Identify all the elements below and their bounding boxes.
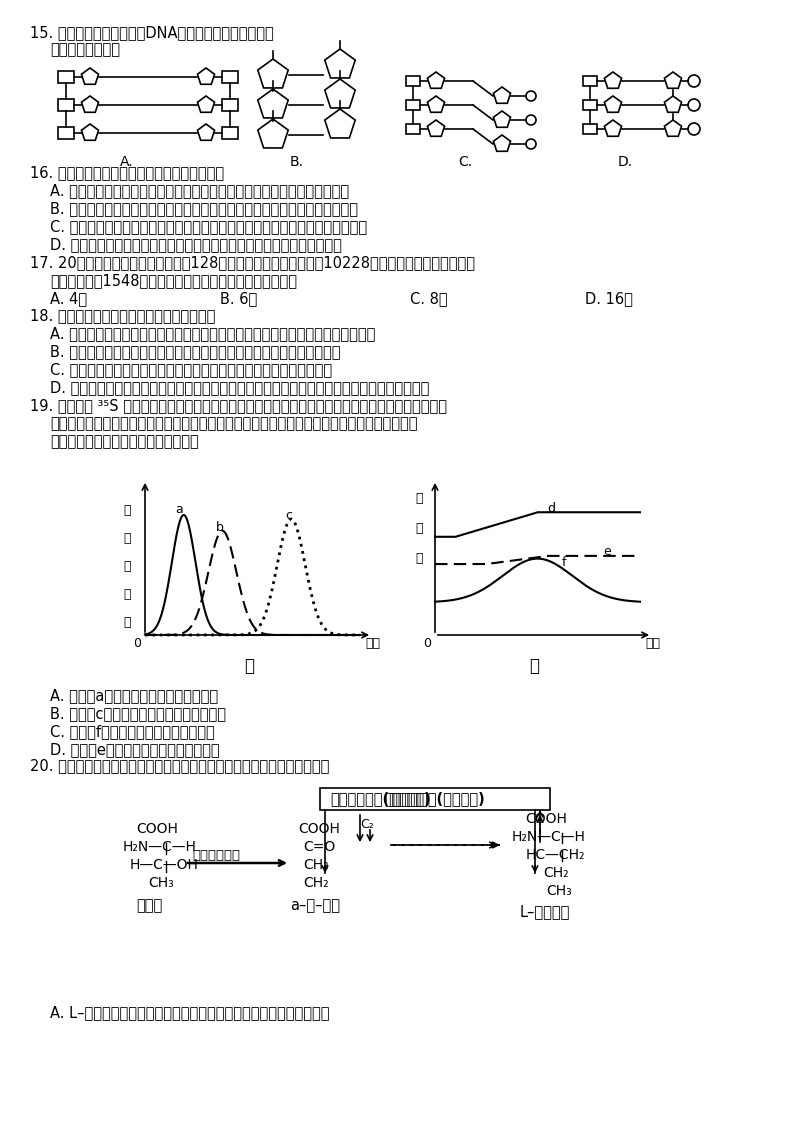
Text: 苏氨酸脱氨酶: 苏氨酸脱氨酶 — [192, 849, 240, 861]
Bar — [583, 125, 597, 134]
Text: 放: 放 — [123, 504, 130, 516]
Text: HC—CH₂: HC—CH₂ — [526, 848, 586, 861]
Text: 积: 积 — [415, 551, 422, 565]
Bar — [320, 788, 550, 811]
Text: 时间: 时间 — [365, 637, 380, 650]
Text: a–麮–丁酸: a–麮–丁酸 — [290, 898, 340, 914]
Text: e: e — [603, 546, 611, 558]
Text: 射: 射 — [123, 532, 130, 544]
Text: COOH: COOH — [525, 812, 567, 826]
Bar — [58, 71, 74, 83]
Text: C₂: C₂ — [360, 818, 374, 831]
Text: 15. 如图是四位同学拼制的DNA分子平面结构部分模型，: 15. 如图是四位同学拼制的DNA分子平面结构部分模型， — [30, 25, 274, 40]
Text: CH₂: CH₂ — [303, 858, 329, 872]
Text: 16. 下列有关生物膜的叙述，错误的是（　　）: 16. 下列有关生物膜的叙述，错误的是（ ） — [30, 165, 224, 180]
Text: 图乙所示，有关叙述正确的是（　　）: 图乙所示，有关叙述正确的是（ ） — [50, 434, 198, 449]
Text: H₂N—C—H: H₂N—C—H — [512, 830, 586, 844]
Text: B. 甲图中c曲线所指的细胞结构是高尔基体: B. 甲图中c曲线所指的细胞结构是高尔基体 — [50, 706, 226, 721]
Text: D. 16条: D. 16条 — [585, 291, 633, 306]
Text: 20. 下图是人体细胞内氨基酸的转化过程，据图分析，下列说法不正确的是: 20. 下图是人体细胞内氨基酸的转化过程，据图分析，下列说法不正确的是 — [30, 758, 330, 773]
Bar — [222, 127, 238, 139]
Text: COOH: COOH — [136, 822, 178, 837]
Text: 度: 度 — [123, 616, 130, 628]
Text: C. 图乙中f曲线表示的细胞结构是细胞膜: C. 图乙中f曲线表示的细胞结构是细胞膜 — [50, 724, 214, 739]
Text: d: d — [548, 503, 556, 515]
Bar — [222, 71, 238, 83]
Text: 面: 面 — [415, 522, 422, 534]
Text: 18. 下列关于细胞核的叙述正确的是（　　）: 18. 下列关于细胞核的叙述正确的是（ ） — [30, 308, 215, 323]
Text: CH₃: CH₃ — [148, 876, 174, 890]
Text: B.: B. — [290, 155, 304, 169]
Text: 的一些细胞器上放射性强度的变化曲线如图甲所示，在此过程中有关的生物膜面积的变化曲线如: 的一些细胞器上放射性强度的变化曲线如图甲所示，在此过程中有关的生物膜面积的变化曲… — [50, 415, 418, 431]
Text: 0: 0 — [133, 637, 141, 650]
Text: CH₂: CH₂ — [303, 876, 329, 890]
Text: C.: C. — [458, 155, 472, 169]
Text: f: f — [562, 556, 566, 569]
Text: D. 在电镜下观察细胞分裂结束时的真核细胞，可以看到细胞核的主要结构有核膜、核仁和染色体: D. 在电镜下观察细胞分裂结束时的真核细胞，可以看到细胞核的主要结构有核膜、核仁… — [50, 380, 430, 395]
Text: 强: 强 — [123, 588, 130, 600]
Bar — [58, 98, 74, 111]
Bar — [583, 76, 597, 86]
Bar — [406, 76, 420, 86]
Text: C. 生物膜对细胞与外界环境进行的物质运输、能量转换和信息传递起决定性作用: C. 生物膜对细胞与外界环境进行的物质运输、能量转换和信息传递起决定性作用 — [50, 218, 367, 234]
Text: L–异亮氨酸: L–异亮氨酸 — [520, 904, 570, 919]
Text: 17. 20种氨基酸平均相对分子质量为128，某蛋白质相对分子质量为10228，在形成该蛋白质分子时脉: 17. 20种氨基酸平均相对分子质量为128，某蛋白质相对分子质量为10228，… — [30, 255, 475, 271]
Text: C=O: C=O — [303, 840, 335, 854]
Text: C. 8条: C. 8条 — [410, 291, 448, 306]
Text: 最终产物抑制(变构抑制): 最终产物抑制(变构抑制) — [385, 791, 486, 806]
Text: 正确的是（　　）: 正确的是（ ） — [50, 42, 120, 57]
Text: 19. 实验中用 ³⁵S 标记一定量的氨基酸，来培兿某哺乳动物的乳腐细胞，测得与合成和分泌乳蛋白相关: 19. 实验中用 ³⁵S 标记一定量的氨基酸，来培兿某哺乳动物的乳腐细胞，测得与… — [30, 398, 447, 413]
Text: a: a — [175, 503, 183, 516]
Text: A. 甲图中a曲线所指的细胞结构是内质网: A. 甲图中a曲线所指的细胞结构是内质网 — [50, 688, 218, 703]
Text: A. 4条: A. 4条 — [50, 291, 87, 306]
Text: c: c — [285, 509, 292, 522]
Text: COOH: COOH — [298, 822, 340, 837]
Text: CH₂: CH₂ — [543, 866, 569, 880]
Bar — [406, 100, 420, 110]
Text: H₂N—C—H: H₂N—C—H — [123, 840, 197, 854]
Text: b: b — [216, 521, 224, 534]
Text: 苏氨酸: 苏氨酸 — [136, 898, 162, 914]
Text: D. 线粒体膜、叶绿体膜、内质网膜等为化学反应的进行提供了广阔的场所: D. 线粒体膜、叶绿体膜、内质网膜等为化学反应的进行提供了广阔的场所 — [50, 237, 342, 252]
Text: A.: A. — [120, 155, 134, 169]
Bar — [58, 127, 74, 139]
Text: B. 6条: B. 6条 — [220, 291, 258, 306]
Text: B. 生物膜的成分主要是脂质和蛋白质，其功能主要取决于蛋白质的种类和数量: B. 生物膜的成分主要是脂质和蛋白质，其功能主要取决于蛋白质的种类和数量 — [50, 201, 358, 216]
Text: 膜: 膜 — [415, 491, 422, 505]
Text: 0: 0 — [423, 637, 431, 650]
Text: D. 图乙中e曲线表示的细胞结构是内质网: D. 图乙中e曲线表示的细胞结构是内质网 — [50, 741, 220, 757]
Text: D.: D. — [618, 155, 633, 169]
Text: 去水的总量为1548。那么组成该蛋白质的肽链数是（　　）: 去水的总量为1548。那么组成该蛋白质的肽链数是（ ） — [50, 273, 297, 288]
Text: C. 真核细胞的核膜上有大量的多种酶，有利于各种化学反应的顺利进行: C. 真核细胞的核膜上有大量的多种酶，有利于各种化学反应的顺利进行 — [50, 362, 332, 377]
Text: 时间: 时间 — [645, 637, 660, 650]
Text: A. L–异亮氨酸是人体能够自身合成的氨基酸，所以属于非必需氨基酸: A. L–异亮氨酸是人体能够自身合成的氨基酸，所以属于非必需氨基酸 — [50, 1005, 330, 1020]
Bar — [406, 125, 420, 134]
Text: 乙: 乙 — [529, 657, 539, 675]
Text: 甲: 甲 — [244, 657, 254, 675]
Text: B. 原核细胞的拟核除没有核膜外，其他方面与真核细胞的细胞核没有差别: B. 原核细胞的拟核除没有核膜外，其他方面与真核细胞的细胞核没有差别 — [50, 344, 341, 359]
Text: CH₃: CH₃ — [546, 884, 572, 898]
Bar — [583, 100, 597, 110]
Text: A. 原核细胞结构简单，没有线粒体、叶绿体、内质网等，所以不具有生物膜: A. 原核细胞结构简单，没有线粒体、叶绿体、内质网等，所以不具有生物膜 — [50, 183, 349, 198]
Text: A. 真核细胞的核膜上有核孔，脱氧核糖核酸等大分子物质可以通过核孔进入细胞质: A. 真核细胞的核膜上有核孔，脱氧核糖核酸等大分子物质可以通过核孔进入细胞质 — [50, 326, 375, 341]
Text: 最终产物抑制(变构抑制): 最终产物抑制(变构抑制) — [330, 791, 430, 806]
Text: H—C—OH: H—C—OH — [130, 858, 199, 872]
Text: 性: 性 — [123, 559, 130, 573]
Bar — [222, 98, 238, 111]
